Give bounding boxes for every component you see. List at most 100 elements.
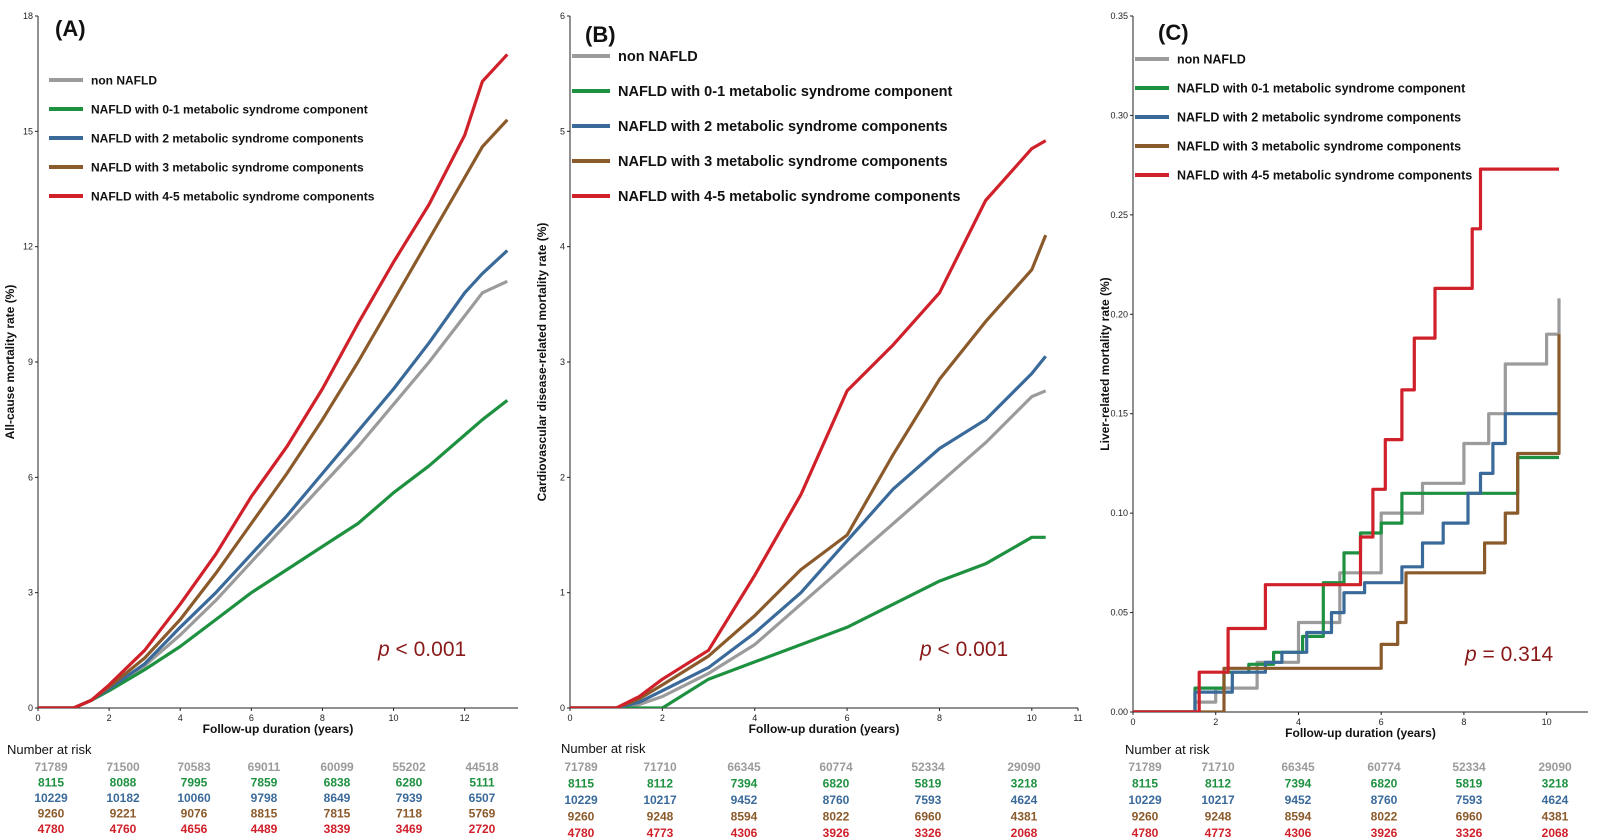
chart-panel: 0 3 6 9 12 15 18 0 2 4 6 8 10 12 Follow-up duration (y…	[3, 11, 518, 836]
risk-cell-m01: 7394	[1285, 777, 1312, 791]
risk-cell-m3: 8022	[823, 810, 850, 824]
p-value-text: < 0.001	[932, 638, 1008, 661]
legend: non NAFLD NAFLD with 0-1 metabolic syndro…	[572, 49, 960, 205]
risk-cell-m45: 4760	[110, 822, 137, 836]
y-tick-label: 0.35	[1110, 11, 1128, 21]
risk-cell-non_nafld: 60099	[320, 760, 354, 774]
risk-cell-m45: 3326	[1456, 826, 1483, 840]
risk-cell-m3: 5769	[469, 807, 496, 821]
x-tick-label: 10	[1027, 713, 1037, 723]
y-tick-label: 4	[560, 242, 565, 252]
risk-cell-m2: 9452	[731, 793, 758, 807]
legend-label-non_nafld: non NAFLD	[618, 49, 698, 65]
panel-letter: (B)	[585, 22, 616, 47]
p-value-symbol: p	[1464, 643, 1477, 666]
p-value: p < 0.001	[377, 638, 466, 661]
chart-panel: 0 1 2 3 4 5 6 0 2 4 6 8 10 11 Follow-up duration (year…	[535, 11, 1083, 840]
risk-cell-m01: 3218	[1542, 777, 1569, 791]
risk-cell-m3: 4381	[1011, 810, 1038, 824]
risk-cell-non_nafld: 69011	[248, 760, 281, 774]
risk-cell-m2: 8760	[1371, 793, 1398, 807]
legend-label-m01: NAFLD with 0-1 metabolic syndrome compon…	[91, 102, 368, 116]
risk-cell-m3: 9076	[181, 807, 208, 821]
risk-cell-m3: 8594	[1285, 810, 1312, 824]
risk-cell-m01: 7859	[251, 776, 278, 790]
risk-cell-m3: 8022	[1371, 810, 1398, 824]
risk-cell-m2: 9452	[1285, 793, 1312, 807]
x-tick-label: 2	[660, 713, 665, 723]
legend-label-non_nafld: non NAFLD	[1177, 53, 1246, 67]
risk-cell-m01: 6280	[396, 776, 423, 790]
y-tick-label: 0.00	[1110, 707, 1128, 717]
risk-cell-non_nafld: 71710	[643, 760, 677, 774]
p-value: p = 0.314	[1464, 643, 1553, 666]
series-line-m2	[570, 355, 1047, 708]
risk-cell-m45: 2068	[1011, 826, 1038, 840]
y-axis-title: All-cause mortality rate (%)	[3, 285, 17, 440]
risk-cell-m3: 9260	[1132, 810, 1159, 824]
risk-cell-m2: 10217	[1201, 793, 1235, 807]
legend-label-m2: NAFLD with 2 metabolic syndrome componen…	[618, 119, 948, 135]
risk-cell-m2: 4624	[1011, 793, 1038, 807]
x-axis-title: Follow-up duration (years)	[749, 722, 900, 736]
x-tick-label: 12	[460, 713, 470, 723]
y-tick-label: 3	[560, 357, 565, 367]
risk-cell-non_nafld: 29090	[1538, 760, 1572, 774]
risk-cell-non_nafld: 71710	[1201, 760, 1235, 774]
risk-cell-m01: 3218	[1011, 777, 1038, 791]
p-value-text: = 0.314	[1477, 643, 1554, 666]
risk-cell-non_nafld: 55202	[392, 760, 426, 774]
series-line-m3	[1133, 334, 1561, 712]
risk-cell-m3: 9221	[110, 807, 137, 821]
risk-cell-m2: 7593	[915, 793, 942, 807]
risk-cell-non_nafld: 71789	[34, 760, 68, 774]
x-tick-label: 4	[1296, 717, 1301, 727]
y-tick-label: 3	[28, 588, 33, 598]
risk-cell-m45: 4306	[1285, 826, 1312, 840]
risk-cell-m01: 8112	[647, 777, 673, 791]
risk-cell-m01: 7394	[731, 777, 758, 791]
series-line-m45	[38, 53, 509, 708]
y-tick-label: 0.30	[1110, 110, 1128, 120]
risk-cell-m45: 4780	[1132, 826, 1159, 840]
risk-cell-non_nafld: 66345	[1281, 760, 1315, 774]
y-tick-label: 0.20	[1110, 309, 1128, 319]
x-tick-label: 0	[1130, 717, 1135, 727]
risk-cell-m2: 8649	[324, 791, 351, 805]
legend-label-m45: NAFLD with 4-5 metabolic syndrome compon…	[1177, 169, 1472, 183]
risk-cell-m2: 9798	[251, 791, 278, 805]
y-tick-label: 0	[560, 703, 565, 713]
risk-cell-m2: 10229	[34, 791, 68, 805]
legend-label-m01: NAFLD with 0-1 metabolic syndrome compon…	[618, 84, 953, 100]
risk-cell-m3: 9260	[568, 810, 595, 824]
risk-cell-m2: 4624	[1542, 793, 1569, 807]
x-tick-label: 10	[1542, 717, 1552, 727]
risk-cell-m45: 2068	[1542, 826, 1569, 840]
risk-cell-m2: 7593	[1456, 793, 1483, 807]
risk-cell-m2: 10229	[1128, 793, 1162, 807]
series-line-m45	[570, 139, 1047, 708]
x-tick-label: 2	[1213, 717, 1218, 727]
y-tick-label: 2	[560, 472, 565, 482]
series-line-non_nafld	[1133, 298, 1561, 712]
p-value: p < 0.001	[919, 638, 1008, 661]
legend: non NAFLD NAFLD with 0-1 metabolic syndro…	[1135, 53, 1472, 183]
x-tick-label: 11	[1073, 713, 1082, 723]
risk-cell-m3: 8815	[251, 807, 278, 821]
risk-cell-m45: 3469	[396, 822, 423, 836]
risk-cell-m2: 8760	[823, 793, 850, 807]
risk-cell-m01: 8115	[1132, 777, 1158, 791]
legend: non NAFLD NAFLD with 0-1 metabolic syndro…	[49, 73, 375, 203]
chart-panel: 0.00 0.05 0.10 0.15 0.20 0.25 0.30 0.35 0 2 4 6 8 10 F…	[1098, 11, 1588, 840]
risk-cell-m3: 9248	[647, 810, 674, 824]
y-tick-label: 0.25	[1110, 210, 1128, 220]
risk-cell-m45: 4306	[731, 826, 758, 840]
risk-table-title: Number at risk	[7, 742, 92, 757]
risk-cell-m45: 2720	[469, 822, 496, 836]
y-tick-label: 12	[23, 242, 33, 252]
x-tick-label: 4	[752, 713, 757, 723]
risk-cell-m45: 4656	[181, 822, 208, 836]
risk-cell-m2: 6507	[469, 791, 496, 805]
series-line-m3	[38, 118, 509, 708]
x-tick-label: 8	[937, 713, 942, 723]
